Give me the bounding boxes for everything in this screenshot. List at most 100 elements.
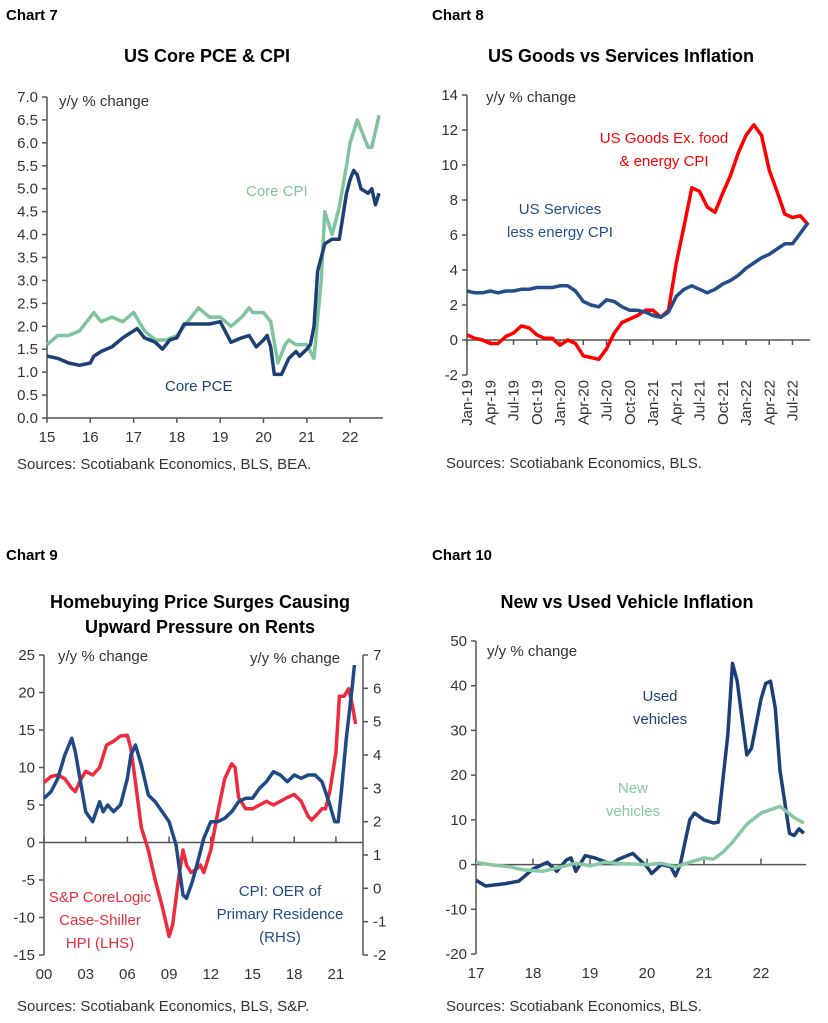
chart8-services-label-line1: US Services	[518, 201, 602, 218]
c10-y-tick-label: 30	[450, 722, 467, 739]
c7-x-tick-label: 17	[125, 429, 142, 446]
c7-y-tick-label: 6.0	[17, 135, 38, 152]
c9-x-tick-label: 21	[328, 966, 345, 983]
c9-y-tick-label-right: -1	[373, 914, 386, 931]
chart7-source: Sources: Scotiabank Economics, BLS, BEA.	[17, 456, 312, 473]
c7-x-tick-label: 21	[298, 429, 315, 446]
c8-series-services	[466, 221, 810, 320]
c8-x-tick-label: Jan-20	[552, 380, 569, 426]
chart8-services-label-line2: less energy CPI	[507, 224, 613, 241]
c9-x-tick-label: 15	[244, 966, 261, 983]
chart10-used-label: Used vehicles	[610, 685, 710, 731]
c9-x-tick-label: 18	[286, 966, 303, 983]
chart8-goods-label: US Goods Ex. food & energy CPI	[584, 127, 744, 173]
c9-y-tick-label-right: 0	[373, 880, 381, 897]
c7-y-tick-label: 6.5	[17, 112, 38, 129]
c10-x-tick-label: 17	[468, 965, 485, 982]
chart9-hpi-label: S&P CoreLogic Case-Shiller HPI (LHS)	[30, 886, 170, 955]
c8-x-tick-label: Oct-21	[715, 380, 732, 425]
chart10-source: Sources: Scotiabank Economics, BLS.	[446, 998, 702, 1015]
c8-series-goods	[466, 123, 810, 362]
c7-x-tick-label: 18	[169, 429, 186, 446]
c8-y-tick-label: 6	[450, 227, 458, 244]
chart9-hpi-label-line1: S&P CoreLogic	[48, 889, 152, 906]
c8-x-tick-label: Apr-22	[761, 380, 778, 425]
chart9-source: Sources: Scotiabank Economics, BLS, S&P.	[17, 998, 310, 1015]
c7-series-core-pce	[46, 168, 381, 377]
c8-y-tick-label: 2	[450, 297, 458, 314]
c8-x-tick-label: Apr-19	[482, 380, 499, 425]
c10-x-tick-label: 19	[582, 965, 599, 982]
chart9-title: Homebuying Price Surges Causing Upward P…	[0, 590, 400, 640]
c9-x-tick-label: 06	[119, 966, 136, 983]
chart8-unit-label: y/y % change	[486, 89, 577, 106]
c10-y-tick-label: 20	[450, 767, 467, 784]
c9-y-tick-label-right: -2	[373, 947, 386, 964]
c10-series-new-vehicles	[475, 804, 805, 874]
chart10-label: Chart 10	[432, 547, 493, 564]
c9-y-tick-label-right: 6	[373, 680, 381, 697]
c7-y-tick-label: 2.0	[17, 318, 38, 335]
c7-y-tick-label: 4.5	[17, 204, 38, 221]
c10-y-tick-label: 40	[450, 678, 467, 695]
chart9-unit-label-right: y/y % change	[250, 650, 341, 667]
c8-x-tick-label: Jan-19	[459, 380, 476, 426]
c7-y-tick-label: 5.5	[17, 158, 38, 175]
chart9-label: Chart 9	[6, 547, 58, 564]
c10-y-tick-label: 10	[450, 812, 467, 829]
chart10-unit-label: y/y % change	[487, 643, 578, 660]
c10-y-tick-label: 0	[459, 857, 467, 874]
c9-y-tick-label-right: 4	[373, 747, 381, 764]
chart9-oer-label-line2: Primary Residence	[216, 906, 344, 923]
chart10-new-label-line2: vehicles	[605, 803, 661, 820]
c10-x-tick-label: 21	[696, 965, 713, 982]
c8-x-tick-label: Jul-21	[692, 380, 709, 421]
c8-x-tick-label: Jan-22	[738, 380, 755, 426]
c10-y-tick-label: -20	[445, 946, 467, 963]
c9-y-tick-label: 20	[18, 685, 35, 702]
c9-y-tick-label-right: 5	[373, 714, 381, 731]
chart10-used-label-line1: Used	[642, 688, 678, 705]
c9-y-tick-label-right: 3	[373, 780, 381, 797]
c9-y-tick-label: -10	[13, 910, 35, 927]
c8-x-tick-label: Jul-20	[599, 380, 616, 421]
c8-x-tick-label: Jul-22	[785, 380, 802, 421]
chart7-label: Chart 7	[6, 7, 58, 24]
chart7-core-pce-label: Core PCE	[165, 378, 233, 395]
chart9-hpi-label-line3: HPI (LHS)	[65, 935, 135, 952]
c9-y-tick-label: 5	[27, 797, 35, 814]
c9-y-tick-label: -15	[13, 947, 35, 964]
chart8-title: US Goods vs Services Inflation	[487, 46, 755, 66]
chart8-source: Sources: Scotiabank Economics, BLS.	[446, 455, 702, 472]
c7-y-tick-label: 2.5	[17, 295, 38, 312]
c9-series-s-p-corelogic-case-shiller-hpi-lhs	[42, 687, 358, 939]
c9-y-tick-label: 0	[27, 835, 35, 852]
c7-x-tick-label: 22	[342, 429, 359, 446]
c8-y-tick-label: 10	[441, 157, 458, 174]
c9-x-tick-label: 09	[161, 966, 178, 983]
chart9-oer-label: CPI: OER of Primary Residence (RHS)	[205, 880, 355, 949]
chart7-unit-label: y/y % change	[59, 93, 150, 110]
chart9-oer-label-line3: (RHS)	[259, 929, 301, 946]
c8-x-tick-label: Apr-20	[575, 380, 592, 425]
c7-x-tick-label: 15	[39, 429, 56, 446]
c8-y-tick-label: -2	[445, 367, 458, 384]
c10-y-tick-label: -10	[445, 901, 467, 918]
c10-y-tick-label: 50	[450, 633, 467, 650]
c8-x-tick-label: Jul-19	[506, 380, 523, 421]
chart10-used-label-line2: vehicles	[632, 711, 688, 728]
chart9-oer-label-line1: CPI: OER of	[238, 883, 322, 900]
c10-x-tick-label: 18	[525, 965, 542, 982]
chart10-new-label-line1: New	[617, 780, 648, 797]
c8-y-tick-label: 0	[450, 332, 458, 349]
chart8-goods-label-line1: US Goods Ex. food	[599, 130, 729, 147]
c9-x-tick-label: 00	[36, 966, 53, 983]
c9-y-tick-label: 25	[18, 647, 35, 664]
c8-x-tick-label: Jan-21	[645, 380, 662, 426]
c7-x-tick-label: 16	[82, 429, 99, 446]
c7-y-tick-label: 3.5	[17, 250, 38, 267]
c7-y-tick-label: 1.5	[17, 341, 38, 358]
c8-y-tick-label: 4	[450, 262, 458, 279]
c7-y-tick-label: 1.0	[17, 364, 38, 381]
chart8-label: Chart 8	[432, 7, 484, 24]
